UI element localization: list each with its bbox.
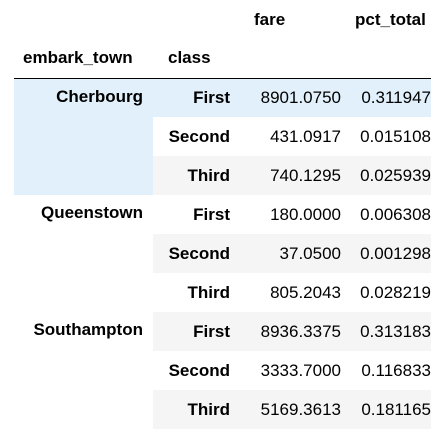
cell-pct-total: 0.181165 (361, 399, 431, 419)
cell-fare: 805.2043 (270, 282, 341, 302)
cell-fare: 5169.3613 (260, 399, 341, 419)
header-blank-cell (240, 39, 341, 79)
index-class: First (193, 321, 230, 341)
index-class: Third (187, 399, 231, 419)
cell-fare: 740.1295 (270, 165, 341, 185)
column-header-pct-total: pct_total (355, 9, 426, 29)
index-class: Third (187, 165, 231, 185)
cell-pct-total: 0.015108 (360, 126, 431, 146)
index-class: First (193, 204, 230, 224)
header-row-index-names: embark_town class (14, 39, 431, 79)
cell-pct-total: 0.001298 (360, 243, 431, 263)
column-header-fare: fare (254, 9, 286, 29)
header-row-columns: fare pct_total (14, 0, 431, 39)
cell-pct-total: 0.116833 (361, 360, 431, 380)
cell-fare: 180.0000 (270, 204, 341, 224)
index-name-class: class (153, 39, 240, 79)
cell-fare: 37.0500 (279, 243, 341, 263)
header-blank-cell (341, 39, 431, 79)
dataframe-table: fare pct_total embark_town class Cherbou… (14, 0, 431, 429)
cell-pct-total: 0.006308 (360, 204, 431, 224)
index-town-southampton: Southampton (14, 312, 153, 429)
index-name-embark-town: embark_town (14, 39, 153, 79)
index-class: First (153, 78, 240, 117)
index-class: Second (168, 360, 230, 380)
cell-fare: 8901.0750 (240, 78, 341, 117)
cell-fare: 431.0917 (270, 126, 341, 146)
index-town-cherbourg: Cherbourg (14, 78, 153, 195)
cell-fare: 3333.7000 (260, 360, 341, 380)
cell-pct-total: 0.311947 (341, 78, 431, 117)
index-class: Third (187, 282, 231, 302)
table-body: Cherbourg First 8901.0750 0.311947 Secon… (14, 78, 431, 429)
cell-fare: 8936.3375 (260, 321, 341, 341)
table-row: Southampton First 8936.3375 0.313183 (14, 312, 431, 429)
cell-pct-total: 0.313183 (360, 321, 431, 341)
table-row: Queenstown First 180.0000 0.006308 (14, 195, 431, 312)
header-blank-cell (14, 0, 153, 39)
index-class: Second (168, 126, 230, 146)
index-class: Second (168, 243, 230, 263)
cell-pct-total: 0.028219 (360, 282, 431, 302)
cell-pct-total: 0.025939 (360, 165, 431, 185)
table-header: fare pct_total embark_town class (14, 0, 431, 79)
table-row: Cherbourg First 8901.0750 0.311947 (14, 78, 431, 195)
index-town-queenstown: Queenstown (14, 195, 153, 312)
header-blank-cell (153, 0, 240, 39)
